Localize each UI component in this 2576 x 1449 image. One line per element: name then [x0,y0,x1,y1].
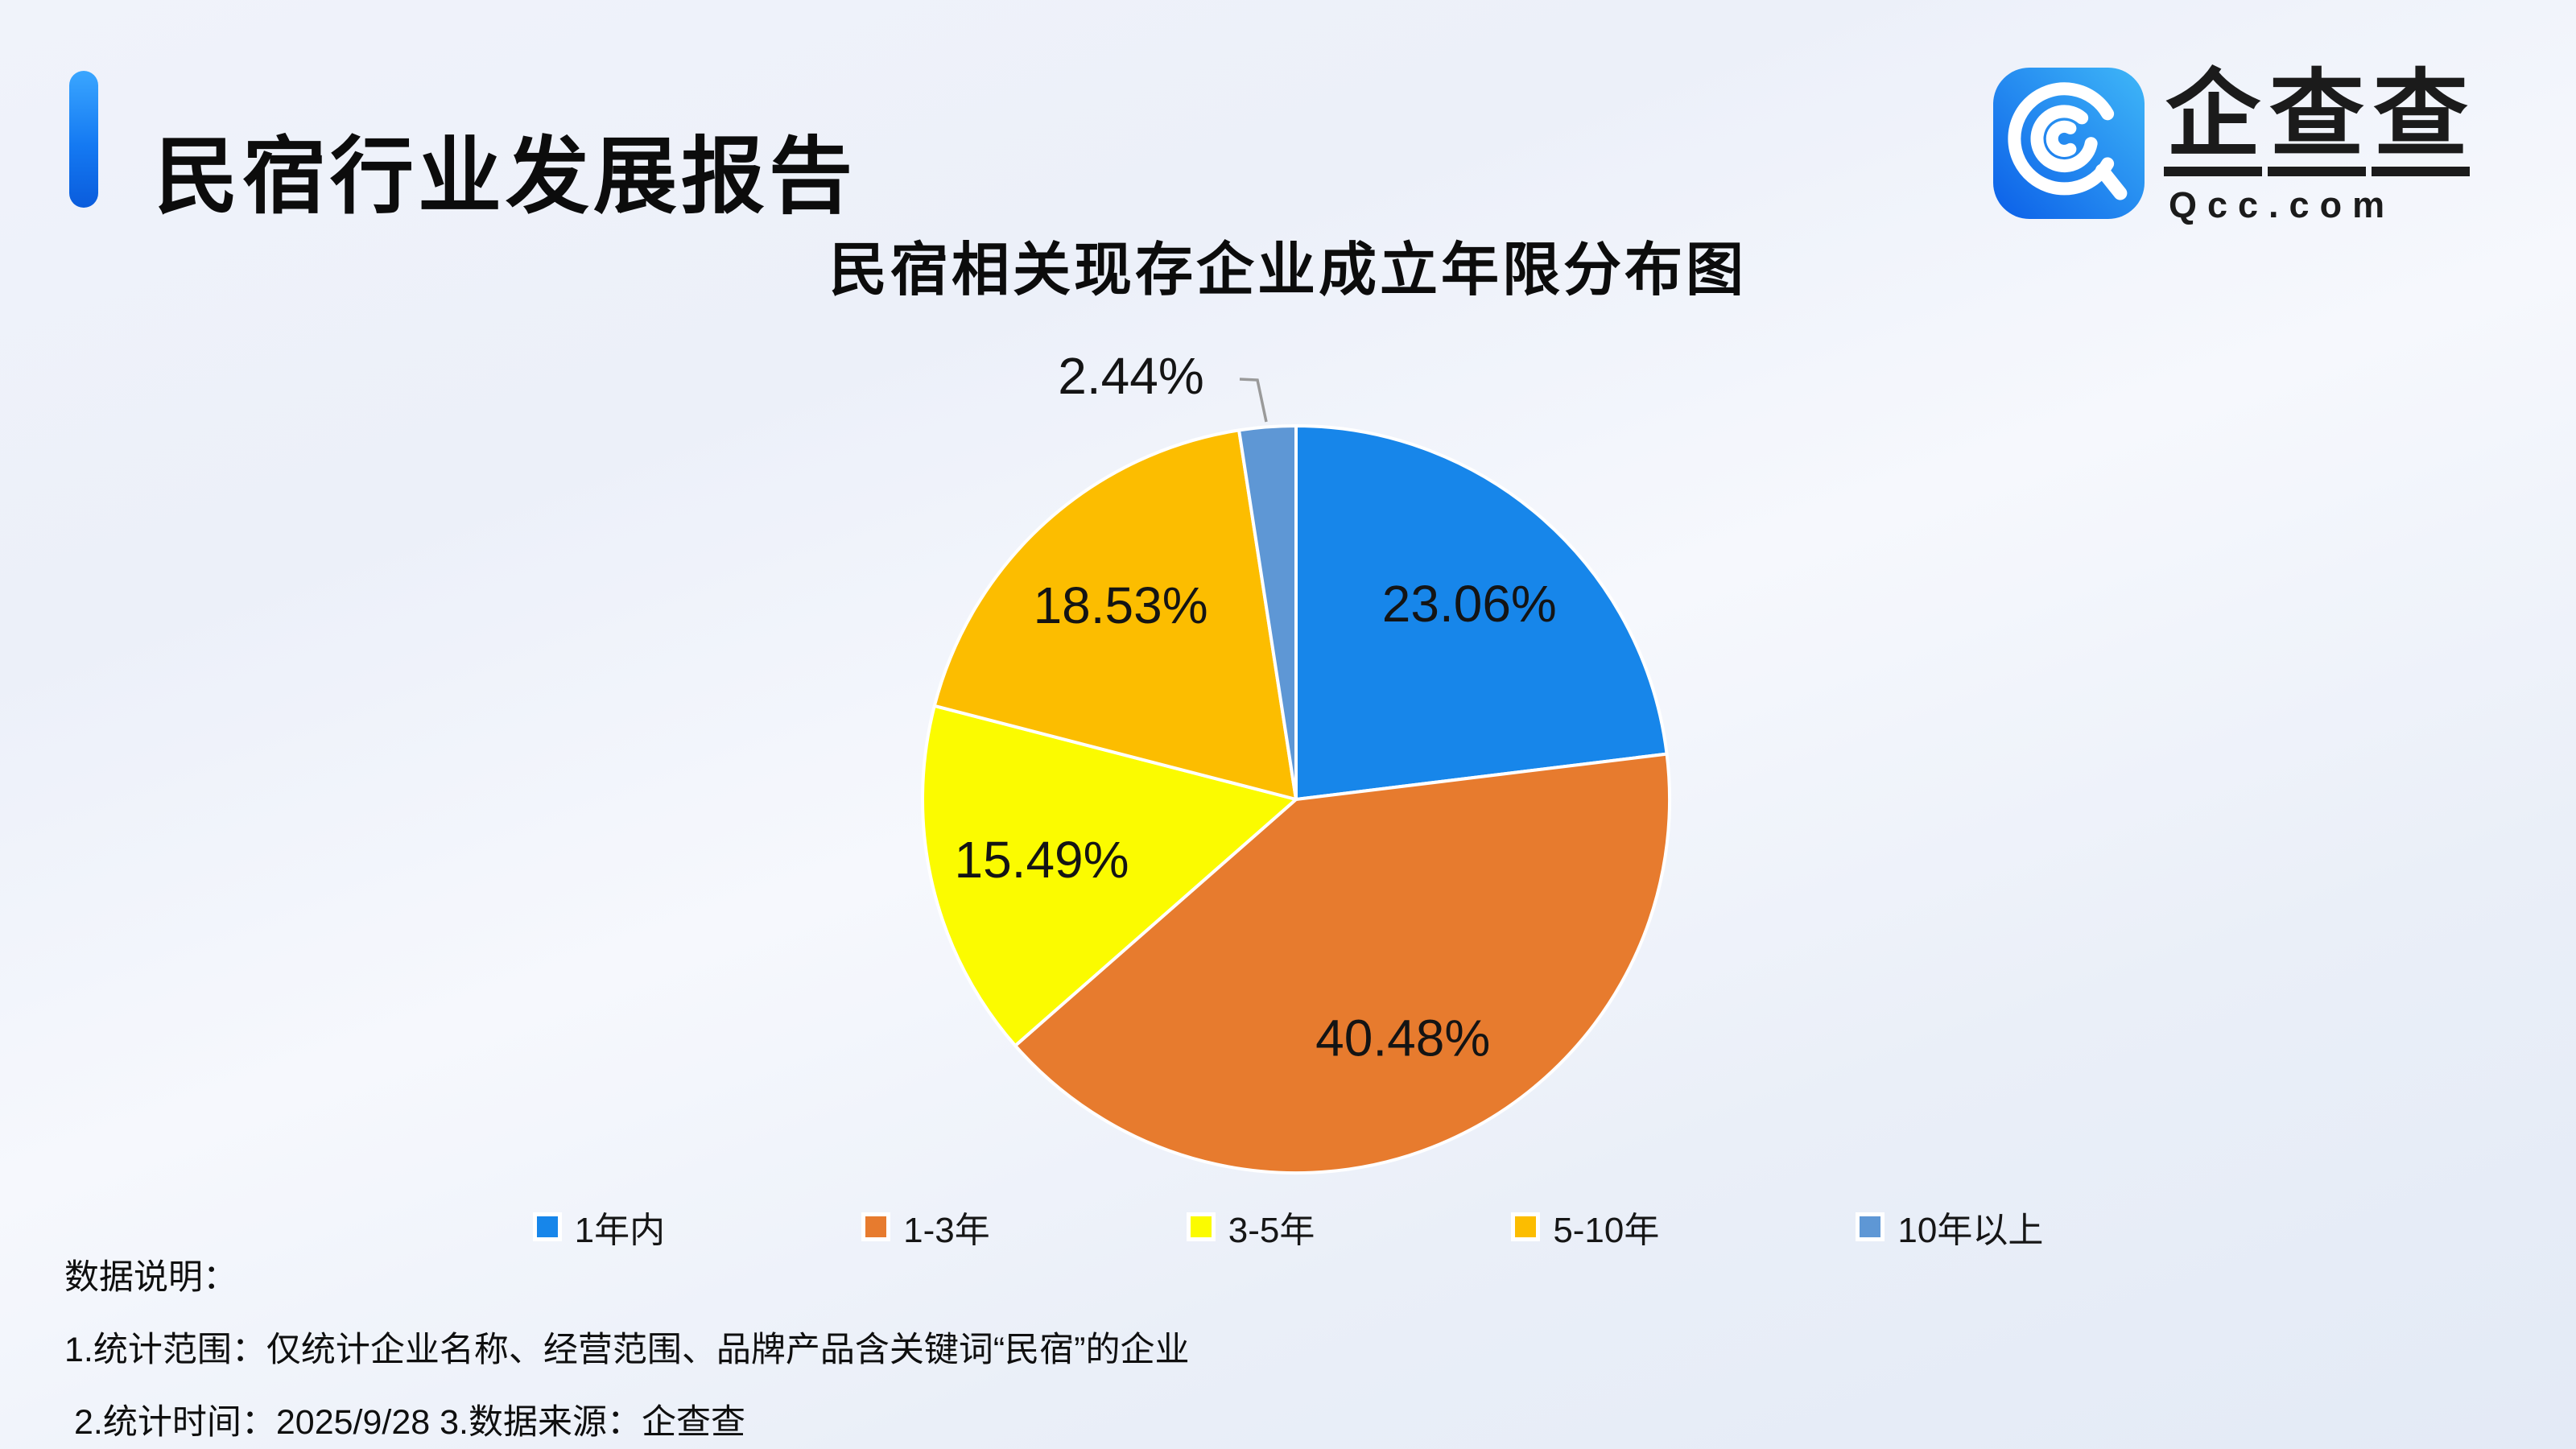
notes-heading: 数据说明： [64,1258,237,1297]
legend-swatch [1511,1212,1541,1241]
pie-slice-3-5年 [921,704,1298,1047]
legend-item-1-3年: 1-3年 [861,1201,990,1253]
legend-label: 1年内 [574,1211,666,1250]
qcc-brand-wordmark: 企 查 查 [2164,68,2471,176]
qcc-magnifier-icon [1993,68,2145,219]
legend-item-3-5年: 3-5年 [1186,1201,1315,1253]
logo-char: 查 [2372,68,2471,176]
legend-item-5-10年: 5-10年 [1511,1201,1659,1253]
label-leader-line [1239,378,1268,423]
pie-chart: 23.06% 40.48% 15.49% 18.53% [894,322,1699,1224]
legend-label: 5-10年 [1553,1211,1660,1250]
logo-char: 查 [2268,68,2367,176]
legend-label: 1-3年 [903,1211,990,1250]
title-accent-bar [69,71,98,208]
pie-label-5-10年: 18.53% [1034,576,1208,634]
pie-slice-1-3年 [1013,752,1672,1175]
legend-swatch [1186,1212,1216,1241]
chart-title: 民宿相关现存企业成立年限分布图 [828,238,1747,303]
legend-item-1年内: 1年内 [532,1201,666,1253]
pie-label-1-3年: 40.48% [1315,1009,1490,1067]
logo-char: 企 [2164,68,2263,176]
qcc-domain-text: Qcc.com [2169,184,2396,225]
notes-line-2: 2.统计时间：2025/9/28 3.数据来源：企查查 [74,1403,745,1442]
qcc-logo-text: 企 查 查 Qcc.com [2164,68,2471,226]
legend-label: 3-5年 [1228,1211,1315,1250]
notes-line-1: 1.统计范围：仅统计企业名称、经营范围、品牌产品含关键词“民宿”的企业 [64,1331,1190,1369]
pie-slice-5-10年 [932,428,1298,801]
pie-label-1年内: 23.06% [1382,575,1557,633]
pie-label-3-5年: 15.49% [954,831,1129,889]
pie-slice-10年以上 [1237,423,1298,801]
legend-swatch [532,1212,562,1241]
legend-label: 10年以上 [1897,1211,2044,1250]
legend-item-10年以上: 10年以上 [1856,1201,2043,1253]
pie-svg: 23.06% 40.48% 15.49% 18.53% [921,378,1672,1175]
page-title: 民宿行业发展报告 [155,130,857,224]
pie-slice-1年内 [1294,424,1669,801]
qcc-logo: 企 查 查 Qcc.com [1993,68,2471,226]
legend-swatch [861,1212,891,1241]
pie-label-external: 2.44% [1058,347,1204,405]
legend-swatch [1856,1212,1885,1241]
legend: 1年内 1-3年 3-5年 5-10年 10年以上 [0,1201,2576,1253]
